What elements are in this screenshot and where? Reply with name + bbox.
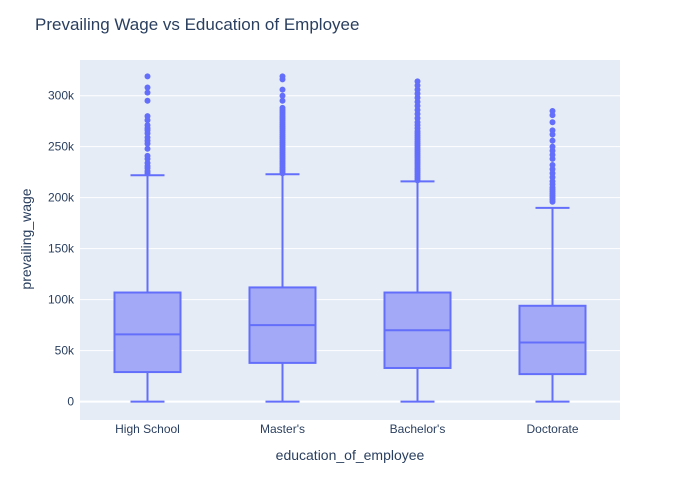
box-3 [383, 78, 452, 403]
outlier-point [144, 89, 151, 96]
box-series [113, 73, 587, 403]
outlier-point [279, 92, 286, 99]
outlier-point [549, 137, 556, 144]
box-1 [113, 73, 182, 403]
y-tick-label: 250k [48, 140, 75, 154]
outlier-point [549, 143, 556, 150]
y-tick-label: 0 [67, 395, 74, 409]
box-2 [248, 73, 317, 403]
outlier-point [549, 119, 556, 126]
outlier-point [144, 97, 151, 104]
outlier-point [144, 113, 151, 120]
outlier-point [279, 73, 286, 80]
y-tick-labels: 0 50k 100k 150k 200k 250k 300k [48, 89, 75, 409]
outlier-point [144, 122, 151, 129]
y-tick-label: 50k [55, 344, 75, 358]
x-tick-labels: High School Master's Bachelor's Doctorate [115, 422, 579, 436]
iqr-box [113, 291, 182, 374]
outlier-point [144, 152, 151, 159]
outlier-point [144, 73, 151, 80]
outlier-point [144, 84, 151, 91]
x-tick-label: High School [115, 422, 180, 436]
outlier-point [279, 104, 286, 111]
x-tick-label: Doctorate [526, 422, 578, 436]
outlier-point [414, 78, 421, 85]
y-tick-label: 150k [48, 242, 75, 256]
iqr-box [518, 304, 587, 376]
y-tick-label: 300k [48, 89, 75, 103]
y-axis-title: prevailing_wage [18, 188, 34, 289]
outlier-point [279, 97, 286, 104]
outlier-point [144, 145, 151, 152]
x-tick-label: Bachelor's [390, 422, 446, 436]
outlier-point [279, 86, 286, 93]
outlier-point [549, 107, 556, 114]
y-tick-label: 100k [48, 293, 75, 307]
box-4 [518, 107, 587, 403]
outlier-point [549, 127, 556, 134]
chart-title: Prevailing Wage vs Education of Employee [35, 15, 359, 34]
x-axis-title: education_of_employee [276, 447, 425, 463]
x-tick-label: Master's [260, 422, 305, 436]
outlier-point [549, 162, 556, 169]
y-tick-label: 200k [48, 191, 75, 205]
